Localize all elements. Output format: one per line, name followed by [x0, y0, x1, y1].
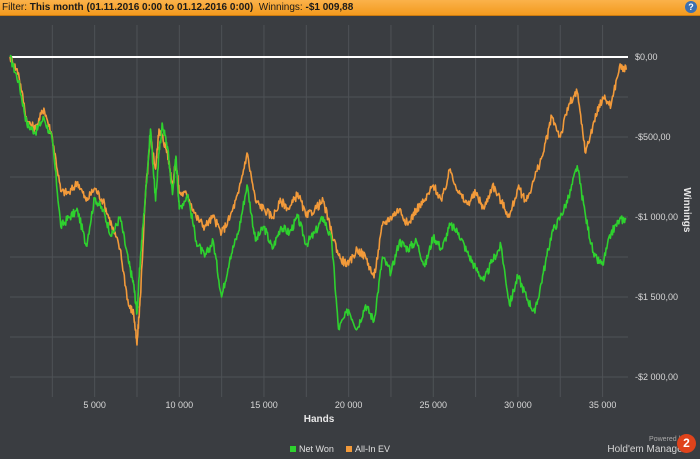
y-tick-label: -$1 000,00: [635, 212, 678, 222]
x-tick-label: 25 000: [420, 400, 448, 410]
legend-swatch: [290, 446, 296, 452]
product-name: Hold'em Manager: [607, 444, 686, 455]
x-tick-label: 20 000: [335, 400, 363, 410]
series-line-net-won: [9, 54, 627, 331]
legend-label: All-In EV: [355, 444, 390, 454]
y-tick-label: -$1 500,00: [635, 292, 678, 302]
y-tick-label: -$2 000,00: [635, 372, 678, 382]
filter-label: Filter: This month (01.11.2016 0:00 to 0…: [0, 2, 353, 13]
x-axis: 5 000 10 000 15 000 20 000 25 000 30 000 35 00…: [83, 400, 616, 410]
hm2-logo-icon: 2: [677, 434, 696, 453]
series-line-all-in-ev: [9, 55, 628, 346]
x-tick-label: 5 000: [83, 400, 106, 410]
y-axis-title: Winnings: [681, 188, 692, 233]
x-tick-label: 30 000: [504, 400, 532, 410]
winnings-label: Winnings:: [258, 2, 303, 13]
y-axis: $0,00 -$500,00 -$1 000,00 -$1 500,00 -$2 000…: [635, 52, 678, 382]
plot-area: [10, 25, 628, 397]
legend-label: Net Won: [299, 444, 334, 454]
filter-prefix: Filter:: [2, 2, 30, 13]
legend-swatch: [346, 446, 352, 452]
x-tick-label: 15 000: [250, 400, 278, 410]
winnings-chart: 5 000 10 000 15 000 20 000 25 000 30 000 35 00…: [9, 25, 692, 454]
x-axis-title: Hands: [304, 414, 335, 425]
filter-bar: Filter: This month (01.11.2016 0:00 to 0…: [0, 0, 700, 16]
filter-range[interactable]: This month (01.11.2016 0:00 to 01.12.201…: [29, 2, 254, 13]
legend: Net Won All-In EV: [290, 444, 390, 454]
winnings-value: -$1 009,88: [305, 2, 354, 13]
x-tick-label: 10 000: [166, 400, 194, 410]
help-icon[interactable]: ?: [685, 1, 697, 13]
branding: Powered by Hold'em Manager 2: [607, 434, 696, 455]
powered-by: Powered by: [649, 436, 686, 443]
x-tick-label: 35 000: [589, 400, 617, 410]
y-tick-label: -$500,00: [635, 132, 671, 142]
y-tick-label: $0,00: [635, 52, 658, 62]
series-layer: [9, 54, 628, 346]
